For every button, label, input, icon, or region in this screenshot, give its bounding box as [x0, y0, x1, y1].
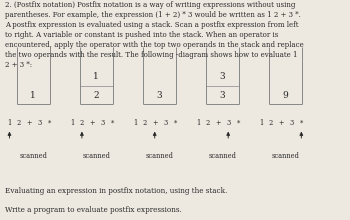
Text: *: * — [111, 119, 114, 127]
Text: *: * — [48, 119, 51, 127]
Text: 2: 2 — [269, 119, 273, 127]
Text: +: + — [278, 119, 284, 127]
Text: 3: 3 — [163, 119, 167, 127]
Text: *: * — [300, 119, 303, 127]
Text: 9: 9 — [282, 91, 288, 100]
Text: 1: 1 — [196, 119, 201, 127]
Text: 2: 2 — [143, 119, 147, 127]
Text: *: * — [174, 119, 177, 127]
Text: 3: 3 — [37, 119, 41, 127]
Text: Write a program to evaluate postfix expressions.: Write a program to evaluate postfix expr… — [5, 206, 182, 214]
Text: 2: 2 — [206, 119, 210, 127]
Text: +: + — [152, 119, 158, 127]
Text: +: + — [26, 119, 32, 127]
Text: 1: 1 — [259, 119, 264, 127]
Text: 3: 3 — [219, 72, 225, 81]
Text: scanned: scanned — [208, 152, 236, 160]
Text: 2: 2 — [17, 119, 21, 127]
Text: 1: 1 — [70, 119, 75, 127]
Text: scanned: scanned — [145, 152, 173, 160]
Text: scanned: scanned — [271, 152, 299, 160]
Text: 3: 3 — [226, 119, 230, 127]
Text: +: + — [215, 119, 220, 127]
Text: 3: 3 — [100, 119, 104, 127]
Text: 2: 2 — [93, 91, 99, 100]
Text: 3: 3 — [289, 119, 293, 127]
Text: 1: 1 — [30, 91, 36, 100]
Text: Evaluating an expression in postfix notation, using the stack.: Evaluating an expression in postfix nota… — [5, 187, 228, 195]
Text: 1: 1 — [93, 72, 99, 81]
Text: 3: 3 — [156, 91, 162, 100]
Text: 3: 3 — [219, 91, 225, 100]
Text: 2: 2 — [80, 119, 84, 127]
Text: +: + — [89, 119, 95, 127]
Text: scanned: scanned — [82, 152, 110, 160]
Text: *: * — [237, 119, 240, 127]
Text: 2. (Postfix notation) Postfix notation is a way of writing expressions without u: 2. (Postfix notation) Postfix notation i… — [5, 1, 304, 69]
Text: 1: 1 — [7, 119, 12, 127]
Text: scanned: scanned — [19, 152, 47, 160]
Text: 1: 1 — [133, 119, 138, 127]
